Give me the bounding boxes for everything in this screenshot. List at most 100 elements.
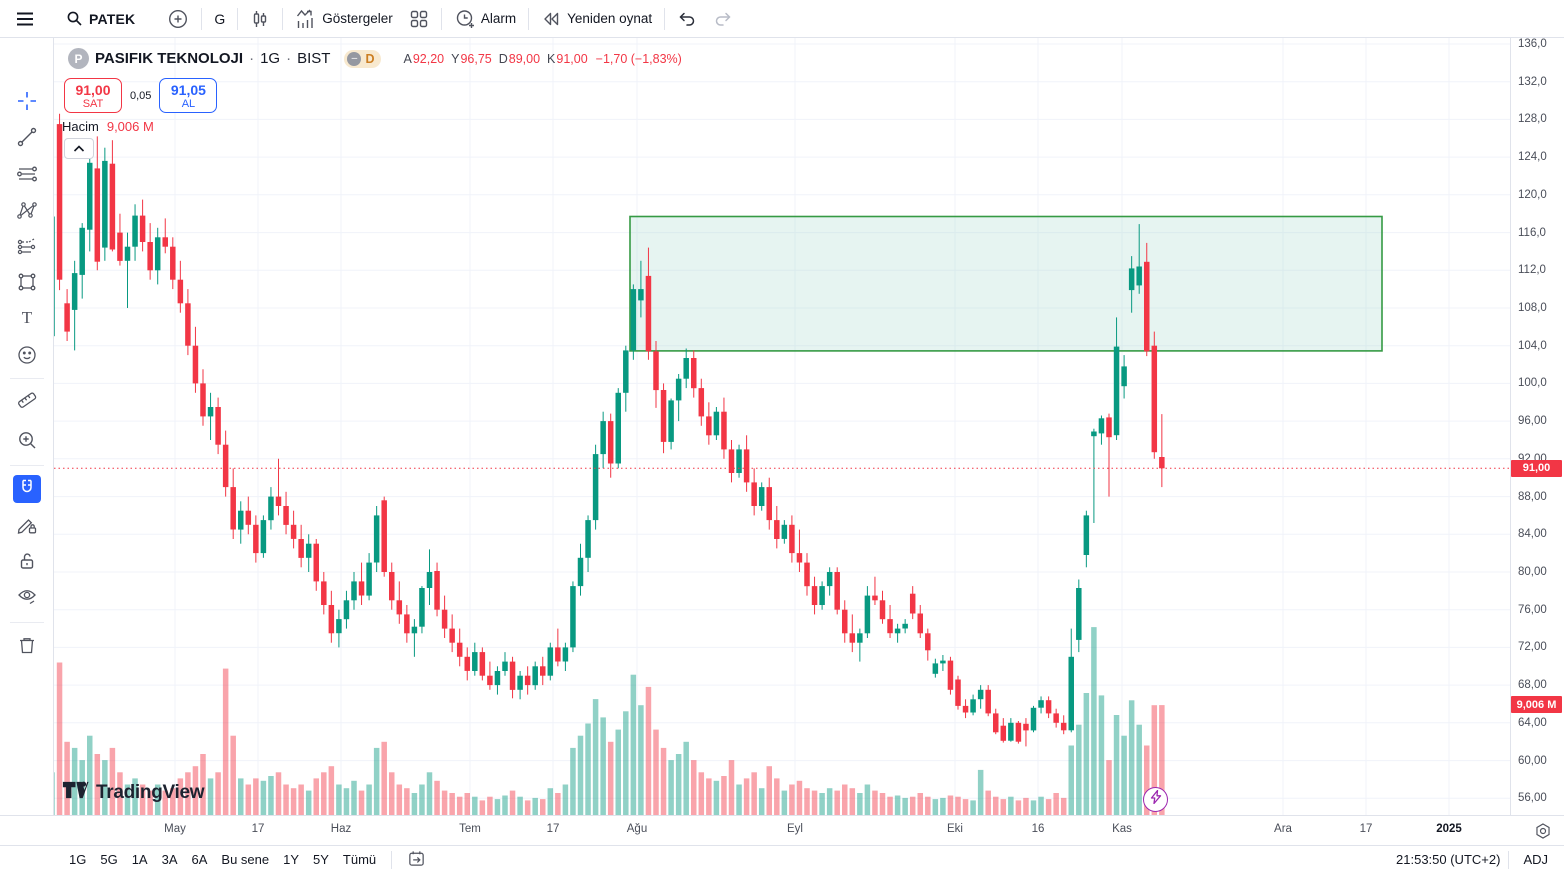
close-label: K (547, 51, 556, 66)
price-axis-label: 116,0 (1518, 226, 1546, 239)
clock-display[interactable]: 21:53:50 (UTC+2) (1396, 852, 1501, 867)
ohlc-values: A92,20 Y96,75 D89,00 K91,00 −1,70 (−1,83… (403, 52, 681, 66)
tradingview-watermark[interactable]: TradingView (62, 778, 205, 808)
price-axis-label: 80,00 (1518, 565, 1547, 578)
axis-settings-gear-icon[interactable] (1534, 822, 1552, 845)
low-label: D (498, 51, 508, 66)
range-6a-button[interactable]: 6A (185, 849, 215, 870)
high-label: Y (451, 51, 460, 66)
hide-drawings-button[interactable] (13, 583, 41, 611)
redo-button[interactable] (705, 4, 741, 34)
crosshair-icon (15, 89, 39, 116)
hamburger-menu-icon (14, 8, 36, 30)
measure-tool-button[interactable] (13, 387, 41, 415)
minus-icon: – (347, 51, 362, 66)
lock-drawings-button[interactable] (13, 548, 41, 576)
price-axis-label: 124,0 (1518, 151, 1547, 164)
rectangle-drawing[interactable] (629, 215, 1383, 352)
separator: · (249, 50, 255, 67)
plus-circle-icon (167, 8, 189, 30)
price-axis-label: 56,00 (1518, 792, 1547, 805)
lock-icon (15, 549, 39, 576)
range-1a-button[interactable]: 1A (125, 849, 155, 870)
trash-icon (15, 633, 39, 660)
text-tool-button[interactable]: T (13, 305, 41, 333)
indicators-icon (295, 8, 316, 29)
forecast-tool-button[interactable] (13, 233, 41, 261)
chart-type-button[interactable] (242, 4, 278, 34)
remove-drawings-button[interactable] (13, 632, 41, 660)
spread-value: 0,05 (130, 89, 152, 102)
order-panel: 91,00 SAT 0,05 91,05 AL (64, 78, 218, 114)
range-ytd-button[interactable]: Bu sene (214, 849, 276, 870)
alarm-label: Alarm (480, 11, 517, 26)
interval-label: G (214, 10, 226, 27)
magnet-mode-button[interactable] (13, 475, 41, 503)
time-axis[interactable]: May 17 Haz Tem 17 Ağu Eyl Eki 16 Kas Ara 17 2025 (0, 815, 1564, 845)
time-axis-label: Kas (1112, 823, 1132, 835)
magnet-icon (16, 477, 38, 502)
alarm-button[interactable]: Alarm (446, 4, 524, 34)
svg-text:T: T (22, 308, 33, 327)
open-label: A (403, 51, 412, 66)
time-axis-label: 17 (251, 823, 265, 835)
main-menu-button[interactable] (6, 4, 44, 34)
go-to-date-button[interactable] (400, 846, 433, 873)
time-axis-label: Tem (459, 823, 481, 835)
toolbar-separator (10, 622, 44, 623)
replay-button[interactable]: Yeniden oynat (533, 4, 660, 34)
time-axis-label: 17 (546, 823, 560, 835)
indicators-button[interactable]: Göstergeler (287, 4, 401, 34)
ruler-icon (15, 388, 39, 415)
undo-button[interactable] (669, 4, 705, 34)
eye-icon (15, 584, 39, 611)
range-5g-button[interactable]: 5G (93, 849, 124, 870)
price-axis-label: 96,00 (1518, 415, 1547, 428)
volume-value: 9,006 M (106, 119, 154, 134)
shapes-tool-button[interactable] (13, 269, 41, 297)
pane-collapse-button[interactable] (64, 138, 94, 159)
price-axis[interactable]: 136,0 132,0 128,0 124,0 120,0 116,0 112,0 108,0… (1510, 38, 1564, 815)
interval-button[interactable]: G (206, 4, 233, 34)
volume-label: Hacim (62, 119, 99, 134)
price-axis-label: 112,0 (1518, 264, 1546, 277)
emoji-tool-button[interactable] (13, 342, 41, 370)
range-all-button[interactable]: Tümü (336, 849, 383, 870)
price-axis-label: 88,00 (1518, 490, 1547, 503)
pattern-tool-button[interactable] (13, 197, 41, 225)
price-axis-label: 60,00 (1518, 754, 1547, 767)
layout-grid-button[interactable] (401, 4, 437, 34)
candlestick-chart[interactable] (54, 38, 1510, 815)
volume-indicator-row[interactable]: Hacim 9,006 M (62, 119, 154, 134)
tradingview-watermark-text: TradingView (96, 782, 205, 803)
indicators-label: Göstergeler (322, 11, 393, 26)
drawing-toolbar: T (0, 38, 54, 815)
zoom-in-tool-button[interactable] (13, 427, 41, 455)
symbol-info-row[interactable]: P PASIFIK TEKNOLOJI · 1G · BIST – D A92,… (68, 48, 682, 69)
boost-lightning-button[interactable] (1143, 787, 1168, 812)
range-1y-button[interactable]: 1Y (276, 849, 306, 870)
price-axis-label: 72,00 (1518, 641, 1547, 654)
trend-line-tool-button[interactable] (13, 124, 41, 152)
adj-toggle[interactable]: ADJ (1523, 852, 1548, 867)
range-3a-button[interactable]: 3A (155, 849, 185, 870)
price-axis-label: 132,0 (1518, 75, 1547, 88)
bottom-toolbar: 1G 5G 1A 3A 6A Bu sene 1Y 5Y Tümü 21:53:… (0, 845, 1564, 873)
delayed-data-badge[interactable]: – D (344, 49, 382, 68)
add-symbol-button[interactable] (159, 4, 197, 34)
range-1g-button[interactable]: 1G (62, 849, 93, 870)
gann-fib-tool-button[interactable] (13, 161, 41, 189)
toolbar-divider (201, 7, 203, 30)
range-5y-button[interactable]: 5Y (306, 849, 336, 870)
price-axis-label: 136,0 (1518, 38, 1547, 50)
symbol-search-button[interactable]: PATEK (58, 4, 143, 34)
rectangle-shape-icon (15, 270, 39, 297)
price-axis-label: 64,00 (1518, 716, 1547, 729)
high-value: 96,75 (460, 51, 492, 66)
text-icon: T (15, 306, 39, 333)
buy-button[interactable]: 91,05 AL (159, 78, 218, 114)
sell-button[interactable]: 91,00 SAT (64, 78, 122, 114)
crosshair-tool-button[interactable] (13, 88, 41, 116)
drawing-mode-lock-button[interactable] (13, 512, 41, 540)
price-axis-label: 76,00 (1518, 603, 1547, 616)
